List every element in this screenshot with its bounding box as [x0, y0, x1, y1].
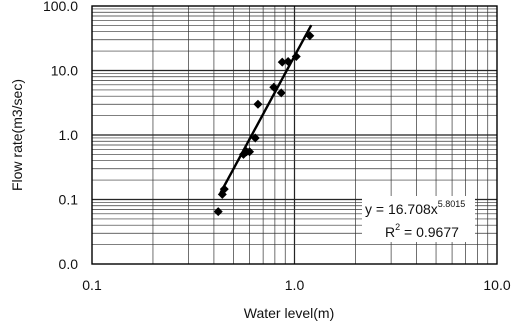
x-tick-label: 10.0	[483, 277, 510, 293]
data-points	[213, 31, 315, 217]
y-axis-title: Flow rate(m3/sec)	[9, 79, 25, 191]
data-point	[219, 184, 229, 194]
data-point	[269, 82, 279, 92]
x-axis-title: Water level(m)	[244, 305, 335, 321]
r-squared-prefix: R	[385, 224, 395, 240]
data-point	[245, 147, 255, 157]
y-tick-label: 100.0	[43, 0, 78, 14]
y-tick-label: 10.0	[51, 63, 78, 79]
y-tick-label: 0.0	[59, 256, 79, 272]
data-point	[250, 133, 260, 143]
plot-frame	[91, 5, 498, 265]
data-point	[213, 207, 223, 217]
data-point	[276, 88, 286, 98]
equation-prefix: y = 16.708x	[365, 201, 438, 217]
data-point	[283, 56, 293, 66]
y-tick-label: 0.1	[59, 192, 79, 208]
x-tick-label: 1.0	[285, 277, 305, 293]
equation-text: y = 16.708x5.8015	[365, 199, 465, 217]
r-squared-exponent: 2	[395, 222, 400, 232]
equation-box-bg	[362, 196, 475, 242]
y-tick-labels: 0.0 0.1 1.0 10.0 100.0	[43, 0, 78, 272]
x-tick-labels: 0.1 1.0 10.0	[82, 277, 511, 293]
equation-box: y = 16.708x5.8015 R2 = 0.9677	[362, 196, 475, 242]
equation-exponent: 5.8015	[438, 199, 466, 209]
data-point	[291, 51, 301, 61]
x-tick-label: 0.1	[82, 277, 102, 293]
r-squared-text: R2 = 0.9677	[385, 222, 459, 240]
data-point	[277, 57, 287, 67]
y-tick-label: 1.0	[59, 127, 79, 143]
r-squared-value: = 0.9677	[400, 224, 459, 240]
data-point	[253, 99, 263, 109]
data-point	[305, 31, 315, 41]
